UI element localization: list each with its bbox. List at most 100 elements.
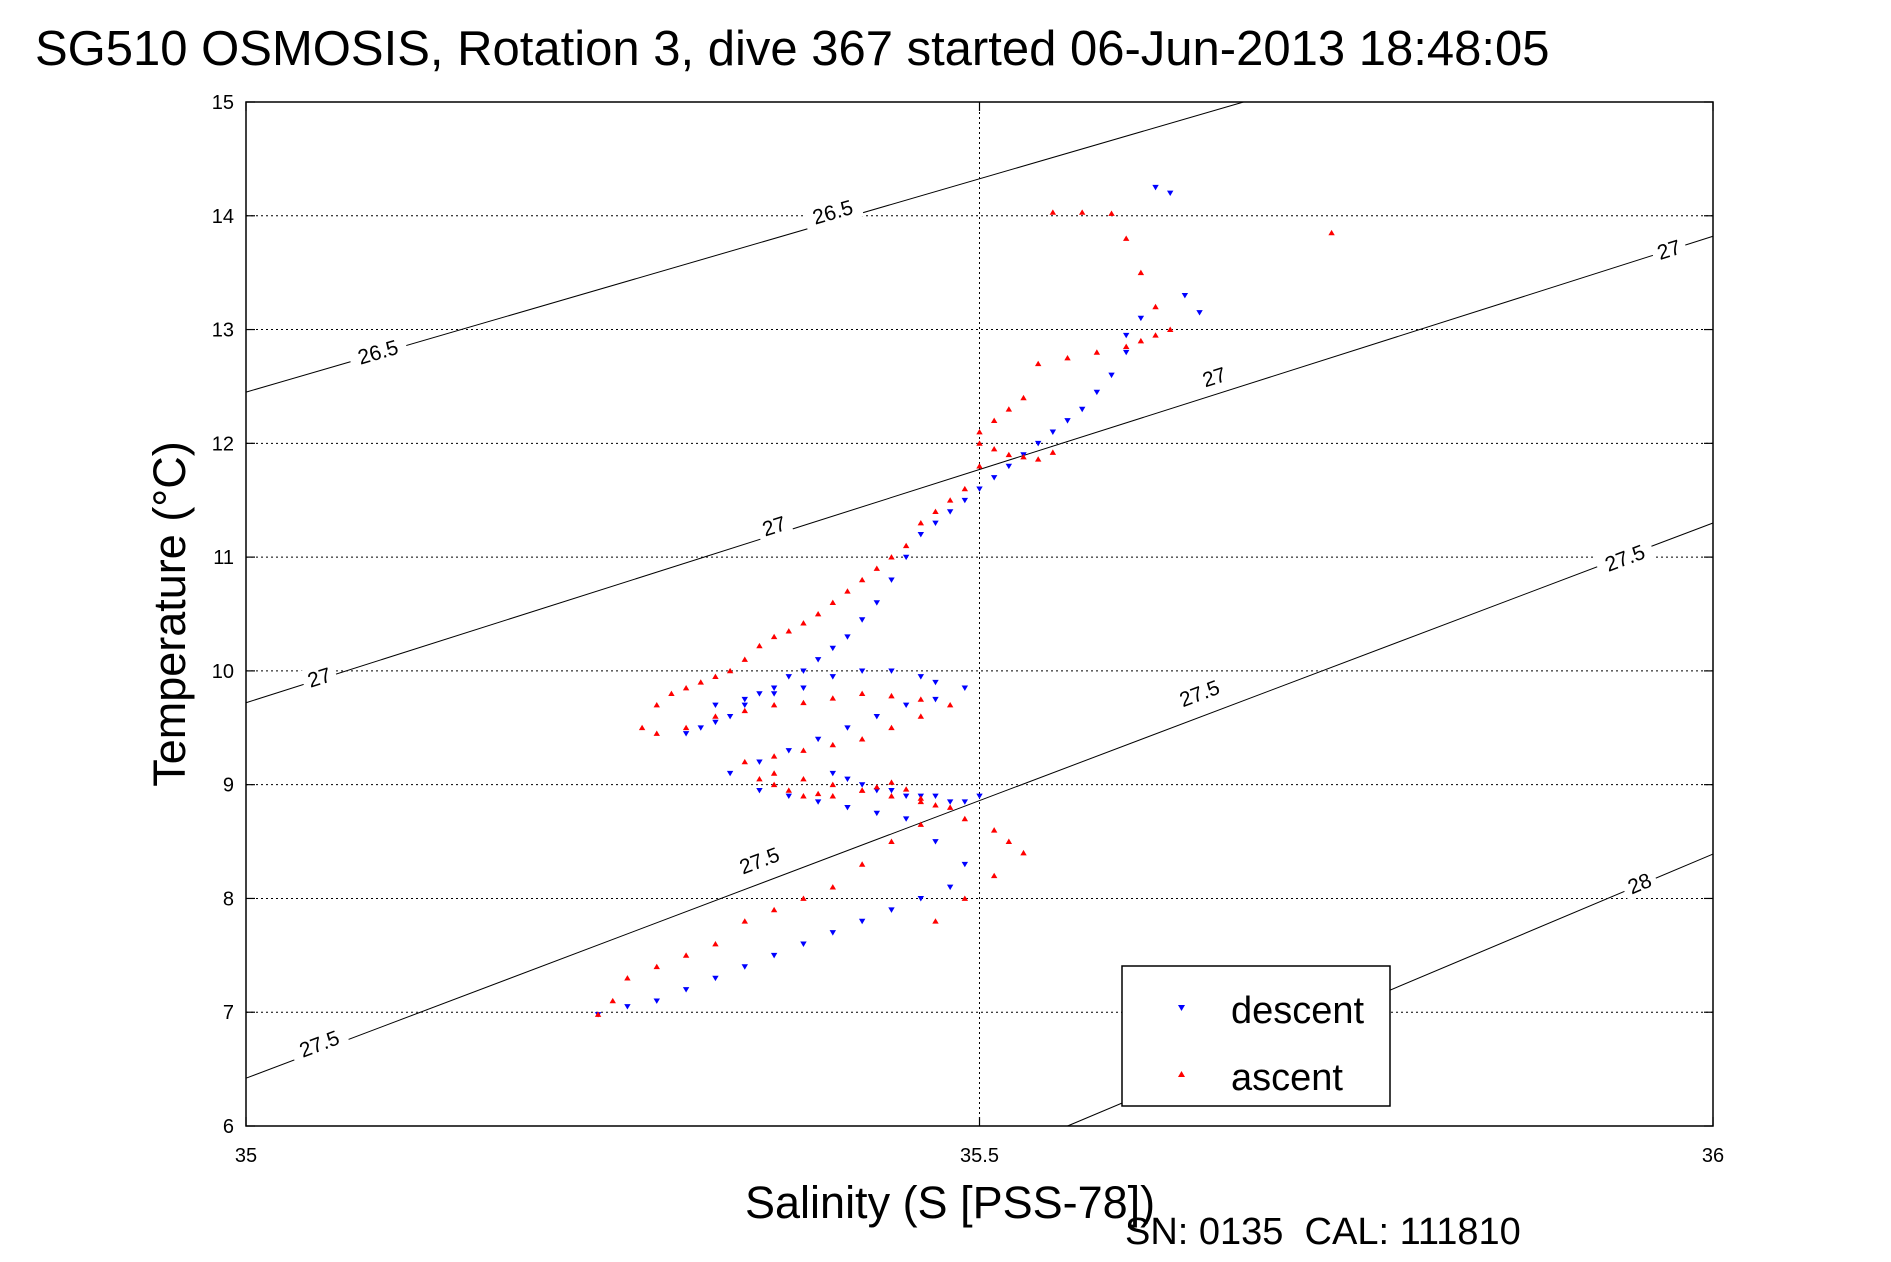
ascent-point: [770, 906, 778, 913]
descent-point: [932, 839, 939, 845]
ascent-point: [712, 940, 719, 947]
ascent-point: [1152, 332, 1159, 338]
contour-line: [245, 101, 1244, 393]
descent-point: [1181, 293, 1189, 299]
ascent-point: [888, 838, 895, 844]
descent-point: [932, 679, 939, 686]
contour-label-bg: [1619, 865, 1660, 902]
descent-point: [902, 554, 910, 561]
ascent-point: [858, 576, 866, 583]
descent-point: [858, 617, 866, 623]
descent-point: [756, 759, 763, 765]
descent-point: [844, 634, 851, 640]
ascent-point: [770, 781, 778, 788]
ascent-point: [917, 795, 925, 801]
descent-point: [829, 930, 836, 936]
ascent-point: [902, 542, 910, 549]
y-tick-label: 8: [223, 888, 234, 910]
ascent-point: [858, 690, 866, 697]
descent-point: [800, 941, 807, 947]
descent-point: [990, 475, 998, 481]
ascent-point: [1020, 453, 1027, 460]
ascent-point: [1167, 326, 1174, 332]
descent-point: [814, 657, 822, 663]
descent-point: [1152, 184, 1159, 191]
ascent-point: [1137, 337, 1145, 344]
ascent-point: [638, 724, 646, 731]
descent-point: [653, 998, 660, 1004]
y-tick-label: 14: [212, 206, 234, 228]
y-axis-label: Temperature (°C): [144, 441, 195, 787]
ascent-point: [873, 783, 881, 790]
descent-point: [1005, 463, 1013, 470]
descent-point: [682, 731, 690, 737]
descent-point: [785, 674, 792, 680]
y-tick-label: 12: [212, 433, 234, 455]
descent-point: [726, 770, 734, 777]
ascent-point: [1064, 355, 1071, 361]
descent-point: [917, 896, 925, 902]
ascent-point: [756, 642, 763, 649]
ascent-point: [1005, 838, 1013, 844]
descent-point: [1078, 406, 1086, 413]
contour-label-bg: [299, 661, 340, 695]
ascent-point: [990, 446, 998, 452]
ascent-point: [682, 724, 690, 731]
descent-point: [917, 531, 925, 538]
ascent-point: [961, 485, 969, 492]
descent-point: [917, 674, 925, 680]
descent-point: [770, 691, 778, 697]
descent-points: [594, 184, 1203, 1018]
x-tick-label: 35.5: [960, 1145, 999, 1167]
descent-point: [946, 509, 954, 515]
descent-point: [1123, 349, 1130, 356]
ascent-point: [624, 975, 631, 981]
descent-point: [858, 918, 866, 925]
ascent-point: [888, 554, 895, 560]
descent-point: [976, 793, 983, 800]
ascent-point: [961, 895, 969, 901]
descent-point: [1093, 389, 1101, 396]
ascent-point: [829, 741, 836, 748]
ascent-point: [1034, 360, 1042, 367]
ascent-point: [932, 508, 939, 514]
chart-title: SG510 OSMOSIS, Rotation 3, dive 367 star…: [35, 22, 1549, 76]
ascent-point: [990, 872, 998, 879]
descent-point: [873, 810, 881, 817]
ascent-point: [858, 736, 866, 742]
ascent-point: [946, 804, 954, 810]
descent-point: [697, 725, 704, 731]
descent-point: [844, 725, 851, 731]
legend-ascent-marker: [1178, 1071, 1185, 1077]
y-tick-label: 13: [212, 320, 234, 342]
descent-point: [932, 520, 939, 526]
descent-point: [785, 793, 792, 800]
contour-label-bg: [1194, 360, 1235, 394]
ascent-point: [829, 599, 836, 606]
descent-point: [932, 696, 939, 703]
ascent-point: [653, 963, 660, 970]
descent-point: [741, 696, 748, 703]
ascent-point: [1108, 210, 1115, 216]
ascent-point: [814, 611, 822, 617]
descent-point: [756, 691, 763, 697]
contour-label-bg: [346, 332, 410, 372]
ascent-point: [800, 895, 807, 901]
contour-label-bg: [801, 192, 864, 232]
ascent-point: [888, 724, 895, 731]
descent-point: [800, 668, 807, 674]
contour-label: 27: [1194, 360, 1235, 394]
ascent-point: [1137, 269, 1145, 276]
descent-point: [770, 685, 778, 691]
ascent-point: [653, 730, 660, 736]
ascent-point: [609, 997, 616, 1004]
ascent-point: [1005, 406, 1013, 412]
contour-label-bg: [1593, 536, 1657, 580]
ascent-point: [1152, 303, 1159, 310]
y-tick-label: 10: [212, 661, 234, 683]
descent-point: [712, 719, 719, 726]
descent-point: [902, 793, 910, 800]
legend: descent ascent: [1121, 965, 1391, 1107]
ascent-point: [1020, 849, 1027, 856]
ascent-point: [800, 793, 807, 799]
